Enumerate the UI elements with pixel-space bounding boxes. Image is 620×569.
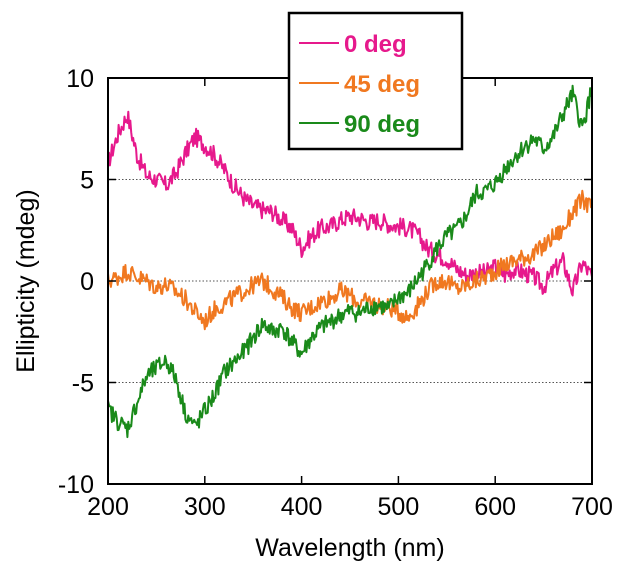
y-tick-label: -5 (72, 370, 94, 398)
y-axis-title: Ellipticity (mdeg) (12, 189, 40, 372)
x-tick-label: 600 (474, 493, 516, 521)
x-tick-label: 400 (281, 493, 323, 521)
legend: 0 deg 45 deg 90 deg (287, 11, 464, 151)
y-tick-label: 10 (66, 65, 94, 93)
series-line-2 (107, 84, 593, 439)
x-tick-label: 300 (184, 493, 226, 521)
legend-box (287, 11, 464, 151)
series-line-1 (107, 189, 593, 331)
x-tick-labels: 200 300 400 500 600 700 (87, 493, 613, 521)
grid-lines (108, 179, 592, 383)
y-tick-label: 0 (80, 268, 94, 296)
x-tick-label: 700 (571, 493, 613, 521)
y-tick-label: -10 (58, 471, 94, 499)
x-tick-label: 500 (378, 493, 420, 521)
series-line-0 (107, 110, 593, 297)
legend-label: 90 deg (344, 111, 420, 138)
y-tick-labels: -10 -5 0 5 10 (58, 65, 94, 499)
x-axis-title: Wavelength (nm) (255, 534, 444, 562)
series-layer (107, 84, 593, 439)
legend-label: 0 deg (344, 31, 407, 58)
x-tick-label: 200 (87, 493, 129, 521)
y-tick-label: 5 (80, 167, 94, 195)
legend-label: 45 deg (344, 71, 420, 98)
